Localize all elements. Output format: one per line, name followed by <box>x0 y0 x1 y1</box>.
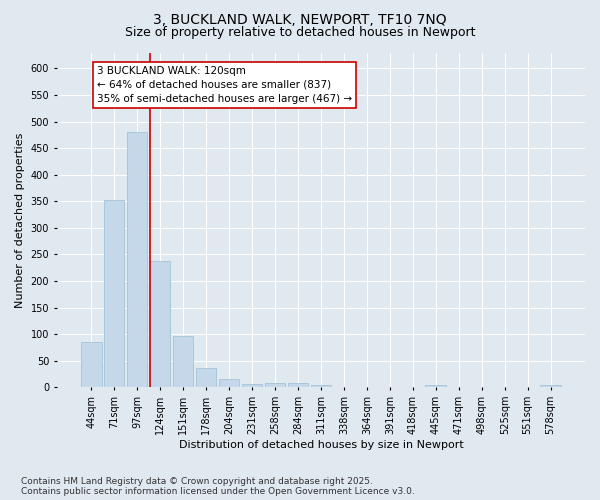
Bar <box>81 342 101 388</box>
Bar <box>425 384 446 388</box>
Bar <box>218 379 239 388</box>
Bar <box>287 383 308 388</box>
Text: Contains HM Land Registry data © Crown copyright and database right 2025.
Contai: Contains HM Land Registry data © Crown c… <box>21 476 415 496</box>
Text: 3 BUCKLAND WALK: 120sqm
← 64% of detached houses are smaller (837)
35% of semi-d: 3 BUCKLAND WALK: 120sqm ← 64% of detache… <box>97 66 352 104</box>
Text: Size of property relative to detached houses in Newport: Size of property relative to detached ho… <box>125 26 475 39</box>
Bar <box>541 384 561 388</box>
Y-axis label: Number of detached properties: Number of detached properties <box>15 132 25 308</box>
Text: 3, BUCKLAND WALK, NEWPORT, TF10 7NQ: 3, BUCKLAND WALK, NEWPORT, TF10 7NQ <box>153 12 447 26</box>
Bar <box>265 383 285 388</box>
X-axis label: Distribution of detached houses by size in Newport: Distribution of detached houses by size … <box>179 440 463 450</box>
Bar <box>196 368 217 388</box>
Bar <box>150 262 170 388</box>
Bar <box>127 132 148 388</box>
Bar <box>104 200 124 388</box>
Bar <box>242 384 262 388</box>
Bar <box>173 336 193 388</box>
Bar <box>311 384 331 388</box>
